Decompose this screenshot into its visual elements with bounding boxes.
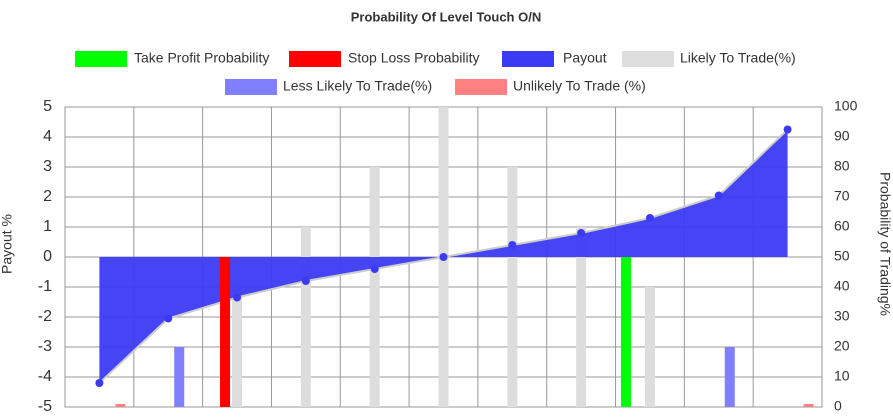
bar: [174, 347, 185, 407]
bar: [369, 167, 380, 407]
bar: [232, 287, 243, 407]
payout-area: [99, 129, 788, 383]
y-tick-label: 2: [43, 188, 52, 205]
y2-tick-label: 40: [834, 278, 850, 294]
legend-swatch: [502, 51, 554, 67]
y2-tick-label: 0: [834, 398, 842, 414]
payout-point: [95, 379, 104, 387]
legend-label: Unlikely To Trade (%): [513, 78, 646, 94]
legend-label: Take Profit Probability: [134, 50, 269, 66]
legend-swatch: [622, 51, 674, 67]
y2-tick-label: 70: [834, 188, 850, 204]
bar: [115, 404, 126, 407]
payout-point: [301, 277, 310, 285]
bar: [220, 257, 231, 407]
y2-tick-label: 80: [834, 158, 850, 174]
y2-tick-label: 50: [834, 248, 850, 264]
y2-tick-label: 90: [834, 128, 850, 144]
y2-axis-title: Probability of Trading%: [877, 172, 893, 316]
bar: [644, 287, 655, 407]
y-tick-label: -4: [38, 368, 52, 385]
payout-point: [439, 253, 448, 261]
payout-point: [783, 125, 792, 134]
bar: [803, 404, 814, 407]
y-tick-label: -2: [38, 308, 52, 325]
payout-point: [714, 191, 723, 200]
y-tick-label: -3: [38, 338, 52, 355]
bar: [576, 227, 587, 407]
legend-label: Less Likely To Trade(%): [283, 78, 432, 94]
legend-label: Stop Loss Probability: [348, 50, 480, 66]
payout-point: [233, 293, 242, 302]
y-tick-label: 1: [43, 218, 52, 235]
bar: [620, 257, 631, 407]
legend-swatch: [455, 79, 507, 95]
y-tick-label: -1: [38, 278, 52, 295]
payout-point: [577, 229, 586, 237]
payout-point: [164, 314, 173, 323]
y-tick-label: 5: [43, 98, 52, 115]
y2-tick-label: 100: [834, 98, 858, 114]
payout-point: [370, 265, 379, 273]
legend-label: Likely To Trade(%): [680, 50, 796, 66]
legend-swatch: [225, 79, 277, 95]
payout-point: [508, 241, 517, 249]
y2-tick-label: 60: [834, 218, 850, 234]
y-tick-label: 4: [43, 128, 52, 145]
y-axis-title: Payout %: [0, 214, 15, 274]
y2-tick-label: 30: [834, 308, 850, 324]
legend-label: Payout: [563, 50, 607, 66]
y-tick-label: -5: [38, 398, 52, 415]
y-tick-label: 0: [43, 248, 52, 265]
bar: [507, 167, 518, 407]
payout-point: [645, 214, 654, 222]
y2-tick-label: 20: [834, 338, 850, 354]
legend-swatch: [289, 51, 341, 67]
legend-swatch: [75, 51, 127, 67]
bar: [724, 347, 735, 407]
y-tick-label: 3: [43, 158, 52, 175]
bar: [300, 227, 311, 407]
y2-tick-label: 10: [834, 368, 850, 384]
chart-title: Probability Of Level Touch O/N: [351, 9, 541, 24]
